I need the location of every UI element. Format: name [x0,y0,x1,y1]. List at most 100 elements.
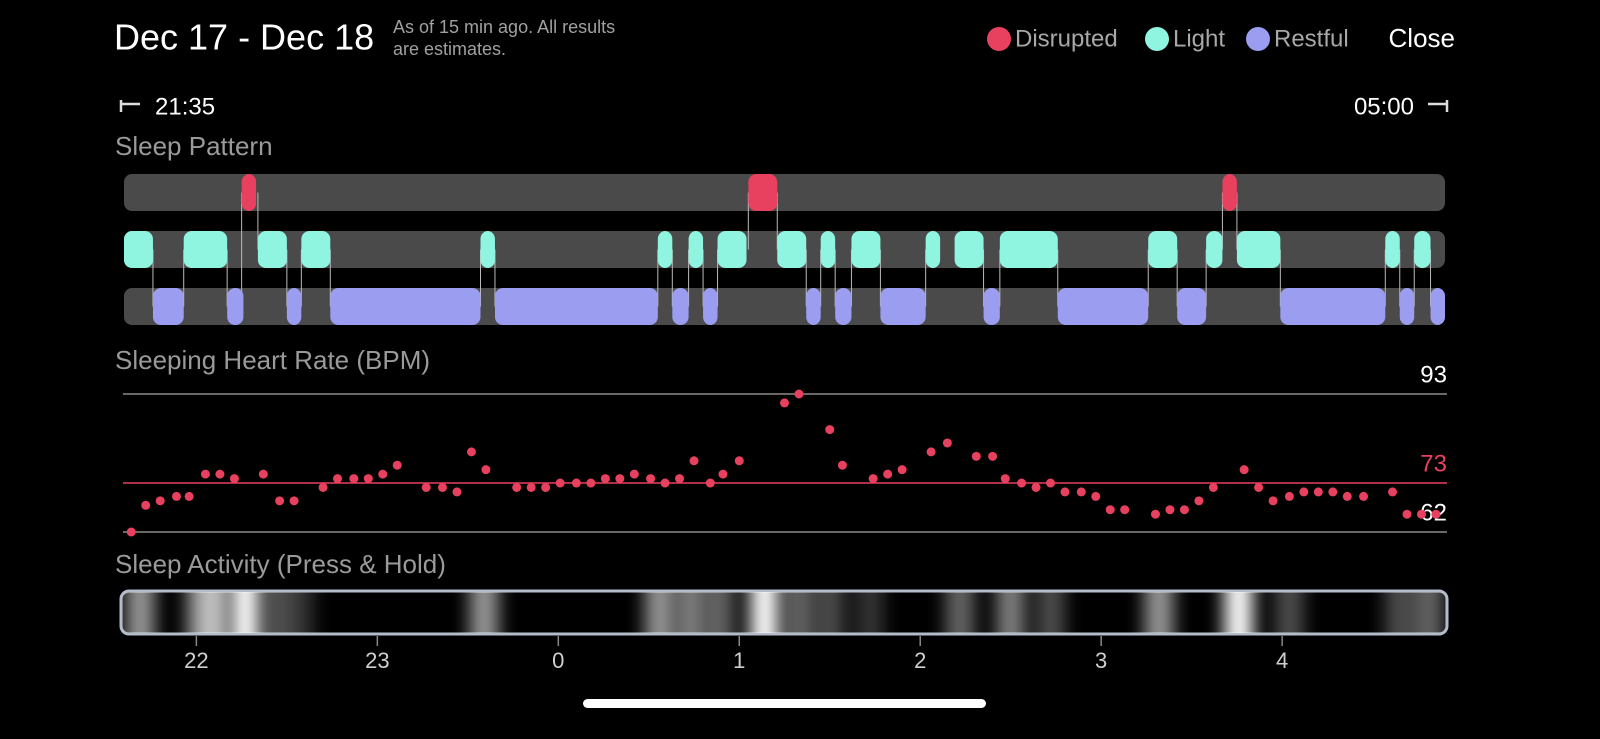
heart-rate-point [1208,482,1218,492]
x-tick-label: 0 [552,648,564,673]
heart-rate-point [1388,487,1398,497]
heart-rate-point [1284,491,1294,501]
pattern-segment [925,231,941,268]
heart-rate-point [541,482,551,492]
activity-intensity [1385,592,1414,633]
pattern-segment [1430,288,1445,325]
activity-intensity [1145,592,1174,633]
heart-rate-point [1091,491,1101,501]
legend-dot [1246,27,1270,51]
pattern-segment [1414,231,1431,268]
heart-rate-point [1431,509,1441,519]
heart-rate-point [1046,478,1056,488]
heart-rate-point [988,451,998,461]
x-tick-label: 23 [365,648,389,673]
heart-rate-point [837,460,847,470]
heart-rate-point [734,456,744,466]
heart-rate-point [571,478,581,488]
heart-rate-point [126,527,136,537]
activity-intensity [996,592,1025,633]
range-start: 21:35 [155,93,215,120]
heart-rate-point [1239,465,1249,475]
x-tick-label: 3 [1095,648,1107,673]
heart-rate-point [333,474,343,484]
heart-rate-point [437,482,447,492]
range-bracket [1428,100,1449,112]
pattern-segment [1222,174,1237,211]
pattern-segment [1177,288,1207,325]
heart-rate-point [1359,491,1369,501]
heart-rate-point [868,474,878,484]
pattern-segment [1057,288,1149,325]
range-end: 05:00 [1354,93,1414,120]
pattern-segment [880,288,926,325]
y-tick-label: 73 [1420,450,1447,477]
activity-intensity [645,592,674,633]
heart-rate-point [1402,509,1412,519]
heart-rate-point [378,469,388,479]
legend-label: Disrupted [1015,25,1118,52]
heart-rate-point [481,465,491,475]
heart-rate-point [318,482,328,492]
heart-rate-point [1342,491,1352,501]
heart-rate-point [794,389,804,399]
activity-intensity [705,592,734,633]
heart-rate-point [452,487,462,497]
activity-intensity [750,592,779,633]
pattern-segment [1148,231,1178,268]
pattern-segment [777,231,807,268]
legend-dot [1145,27,1169,51]
pattern-track [124,288,1445,325]
x-tick-label: 1 [733,648,745,673]
activity-intensity [231,592,260,633]
heart-rate-point [555,478,565,488]
pattern-segment [1236,231,1281,268]
heart-rate-point [689,456,699,466]
note: are estimates. [393,39,506,59]
heart-rate-point [512,482,522,492]
heart-rate-point [586,478,596,488]
legend-label: Light [1173,25,1225,52]
activity-intensity [1414,592,1443,633]
note: As of 15 min ago. All results [393,17,615,37]
pattern-segment [152,288,184,325]
pattern-segment [703,288,718,325]
heart-rate-point [1000,474,1010,484]
activity-intensity [855,592,884,633]
heart-rate-point [200,469,210,479]
heart-rate-point [1268,496,1278,506]
activity-intensity [946,592,975,633]
heart-rate-point [349,474,359,484]
title: Dec 17 - Dec 18 [114,17,374,58]
pattern-segment [983,288,1000,325]
activity-intensity [262,592,291,633]
y-tick-label: 93 [1420,361,1447,388]
heart-rate-point [705,478,715,488]
pattern-segment [301,231,331,268]
pattern-segment [183,231,228,268]
activity-intensity [1036,592,1065,633]
pattern-segment [999,231,1058,268]
pattern-segment [954,231,984,268]
pattern-segment [1206,231,1223,268]
pattern-segment [1280,288,1386,325]
legend-dot [987,27,1011,51]
heart-rate-point [526,482,536,492]
heart-rate-point [184,491,194,501]
heart-rate-point [155,496,165,506]
heart-rate-point [392,460,402,470]
heart-rate-point [1060,487,1070,497]
pattern-segment [851,231,881,268]
section-title: Sleep Pattern [115,131,273,161]
pattern-segment [657,231,673,268]
pattern-segment [257,231,287,268]
activity-glow [126,592,1443,633]
heart-rate-point [600,474,610,484]
close-button[interactable]: Close [1389,23,1455,53]
heart-rate-point [466,447,476,457]
heart-rate-point [660,478,670,488]
activity-intensity [470,592,499,633]
heart-rate-point [718,469,728,479]
heart-rate-point [1179,505,1189,515]
